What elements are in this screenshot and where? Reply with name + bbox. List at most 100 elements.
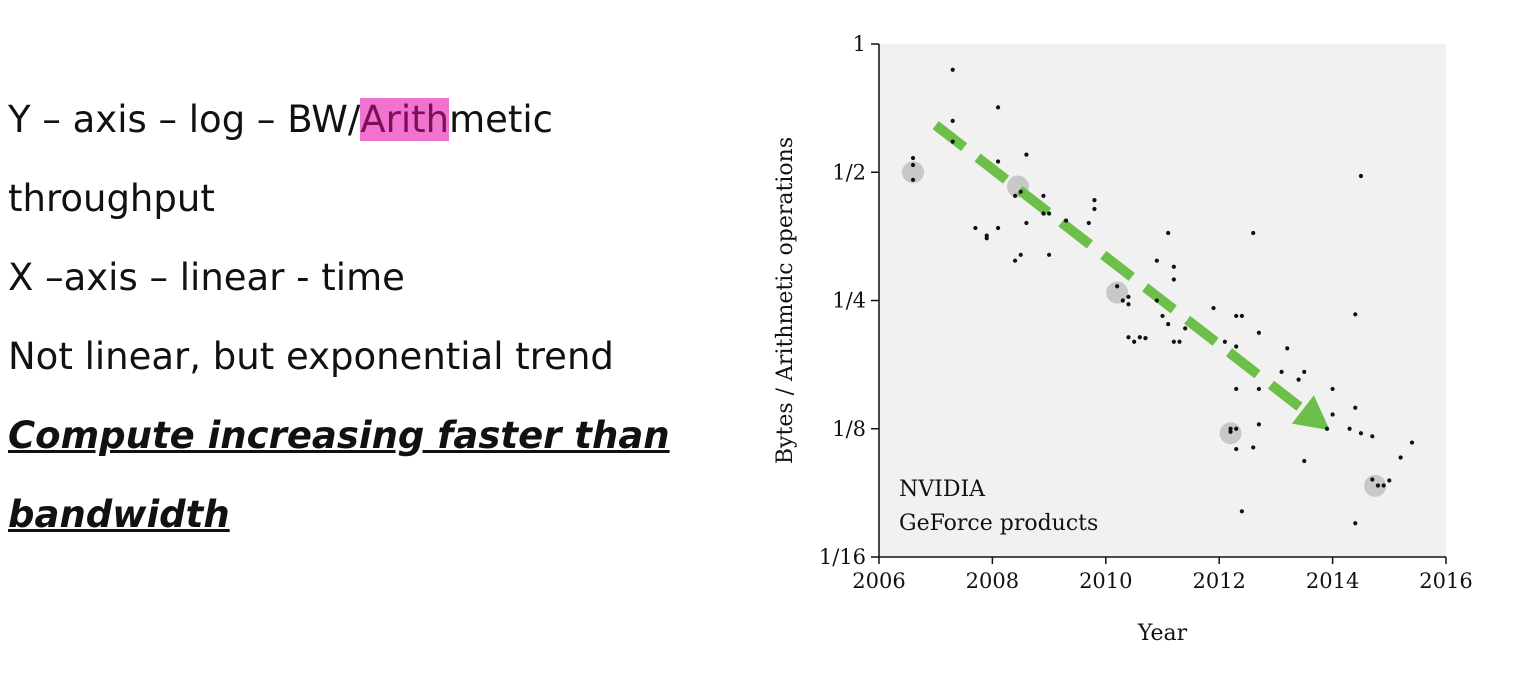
data-point: [1256, 422, 1261, 427]
y-tick-label: 1: [853, 32, 866, 56]
data-point: [1358, 173, 1364, 179]
data-point: [995, 225, 1001, 231]
data-point: [1024, 220, 1029, 226]
x-tick-label: 2016: [1419, 569, 1472, 593]
data-point: [995, 105, 1001, 110]
data-point: [1086, 220, 1091, 226]
y-axis-label: Bytes / Arithmetic operations: [773, 137, 798, 464]
data-point: [910, 177, 916, 182]
data-point: [1387, 478, 1392, 483]
trend-arrow-head: [1291, 395, 1330, 431]
bytes-per-op-chart: 2006 2008 2010 2012 2014 2016 1 1/2 1/4 1/8 1/16 N…: [773, 32, 1473, 646]
data-point: [1251, 445, 1256, 450]
data-point: [1171, 277, 1176, 282]
data-point: [1296, 377, 1301, 382]
data-point: [1256, 330, 1261, 335]
data-point: [1154, 258, 1159, 263]
x-axis-label: Year: [1137, 621, 1188, 646]
data-point: [1024, 152, 1029, 157]
x-tick-label: 2008: [966, 569, 1019, 593]
data-point: [1222, 339, 1227, 344]
data-point: [1171, 339, 1176, 344]
data-point: [1234, 313, 1239, 319]
data-point: [950, 67, 955, 72]
data-point: [1234, 446, 1239, 452]
highlighted-point: [1364, 474, 1387, 497]
data-point: [910, 162, 916, 168]
data-point: [1239, 313, 1244, 319]
data-point: [1126, 335, 1131, 340]
data-point: [1041, 211, 1046, 216]
data-point: [1092, 198, 1097, 203]
data-point: [1251, 230, 1256, 236]
data-point: [1353, 312, 1358, 317]
highlighted-point: [1106, 281, 1129, 304]
data-point: [1047, 211, 1052, 216]
data-point: [1126, 294, 1131, 299]
x-tick-label: 2006: [852, 569, 905, 593]
data-point: [1353, 521, 1358, 526]
slide-text-block: Y – axis – log – BW/Arithmetic throughpu…: [8, 80, 708, 554]
data-point: [1018, 252, 1023, 257]
data-point: [1347, 426, 1352, 431]
x-tick-label: 2012: [1192, 569, 1245, 593]
data-point: [1166, 230, 1171, 236]
annotation-vendor: NVIDIA: [899, 477, 986, 502]
trend-arrow-line: [932, 121, 1306, 414]
highlighted-point: [902, 161, 925, 184]
data-point: [1302, 369, 1307, 374]
data-point: [1137, 335, 1142, 340]
data-point: [1041, 193, 1046, 199]
data-point: [1092, 206, 1097, 212]
data-point: [1126, 302, 1131, 307]
bullet-x-axis: X –axis – linear - time: [8, 256, 405, 299]
bullet-y-axis: Y – axis – log – BW/Arithmetic: [8, 80, 708, 159]
annotation-products: GeForce products: [899, 511, 1098, 536]
data-point: [1160, 313, 1165, 319]
y-tick-label: 1/8: [832, 417, 866, 441]
bullet-throughput: throughput: [8, 177, 215, 220]
data-point: [1143, 336, 1148, 341]
data-point: [1183, 326, 1188, 331]
data-point: [1330, 386, 1335, 392]
arith-highlight: Arith: [360, 98, 450, 141]
data-point: [1064, 218, 1069, 223]
data-point: [1330, 412, 1335, 417]
data-point: [950, 139, 955, 144]
data-point: [1256, 386, 1261, 392]
y-tick-label: 1/4: [832, 289, 866, 313]
x-tick-label: 2014: [1306, 569, 1359, 593]
x-tick-label: 2010: [1079, 569, 1132, 593]
data-point: [1115, 284, 1120, 289]
data-point: [1012, 193, 1018, 199]
data-point: [1154, 298, 1159, 303]
data-point: [1211, 305, 1216, 311]
data-point: [1285, 346, 1290, 351]
data-point: [1375, 483, 1381, 488]
data-point: [1234, 426, 1239, 431]
y-axis-text-prefix: Y – axis – log – BW/: [8, 98, 361, 141]
data-point: [1279, 369, 1284, 374]
axis-ticks: 2006 2008 2010 2012 2014 2016 1 1/2 1/4 1/8 1/16: [819, 32, 1473, 593]
data-point: [1234, 344, 1239, 349]
bullet-trend: Not linear, but exponential trend: [8, 335, 614, 378]
data-point: [950, 118, 955, 123]
data-point: [1353, 405, 1358, 410]
data-point: [1132, 339, 1137, 344]
data-point: [1018, 189, 1023, 194]
y-tick-label: 1/2: [832, 160, 866, 184]
data-point: [910, 155, 916, 161]
data-point: [984, 236, 989, 241]
data-point: [1381, 483, 1386, 488]
chart-marks: [902, 67, 1415, 526]
y-axis-text-suffix: metic: [449, 98, 554, 141]
data-point: [1370, 477, 1375, 482]
data-point: [1302, 458, 1307, 464]
data-point: [1324, 426, 1330, 431]
bullet-conclusion-line1: Compute increasing faster than: [8, 414, 670, 457]
y-tick-label: 1/16: [819, 545, 866, 569]
data-point: [1012, 258, 1018, 263]
data-point: [1358, 431, 1364, 436]
data-point: [1398, 455, 1403, 460]
data-point: [1228, 426, 1233, 431]
